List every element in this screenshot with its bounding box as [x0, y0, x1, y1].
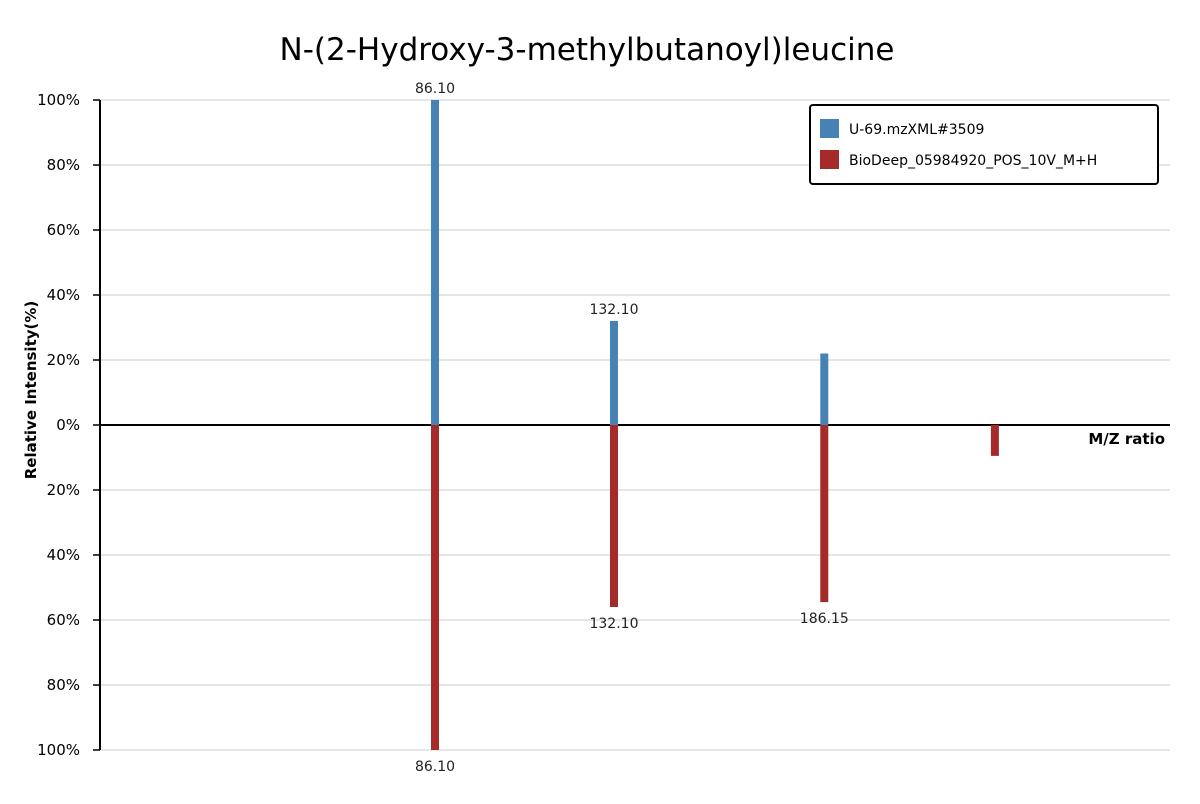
peak-bar-reference	[820, 425, 829, 603]
y-tick-label: 80%	[47, 676, 80, 694]
peak-bar-sample	[609, 321, 618, 425]
legend-swatch-sample	[820, 119, 839, 138]
y-tick-label: 0%	[56, 416, 80, 434]
y-tick-label: 80%	[47, 156, 80, 174]
peak-label-sample: 132.10	[589, 302, 638, 318]
peak-bar-reference	[990, 425, 999, 456]
peak-label-reference: 186.15	[800, 611, 849, 627]
legend: U-69.mzXML#3509 BioDeep_05984920_POS_10V…	[809, 104, 1159, 185]
peak-bars	[431, 100, 999, 750]
y-tick-label: 60%	[47, 221, 80, 239]
y-axis-ticks: 100% 80% 60% 40% 20% 0% 20% 40% 60% 80% 100%	[37, 91, 100, 759]
x-axis-label: M/Z ratio	[1088, 430, 1165, 448]
peak-label-reference: 86.10	[415, 759, 455, 775]
grid-lines	[100, 99, 1170, 751]
y-tick-label: 20%	[47, 351, 80, 369]
y-tick-label: 100%	[37, 741, 80, 759]
peak-bar-sample	[431, 100, 440, 425]
y-tick-label: 60%	[47, 611, 80, 629]
peak-bar-sample	[820, 353, 829, 425]
legend-label-sample: U-69.mzXML#3509	[849, 122, 984, 138]
y-tick-label: 40%	[47, 286, 80, 304]
y-tick-label: 40%	[47, 546, 80, 564]
y-axis-label: Relative Intensity(%)	[22, 301, 40, 480]
peak-label-sample: 86.10	[415, 81, 455, 97]
y-tick-label: 20%	[47, 481, 80, 499]
peak-label-reference: 132.10	[589, 616, 638, 632]
chart-title: N-(2-Hydroxy-3-methylbutanoyl)leucine	[280, 32, 895, 68]
legend-swatch-reference	[820, 150, 839, 169]
peak-bar-reference	[609, 425, 618, 607]
legend-box	[809, 104, 1159, 185]
legend-label-reference: BioDeep_05984920_POS_10V_M+H	[849, 153, 1097, 169]
peak-labels: 86.10 132.10 86.10 132.10 186.15	[415, 81, 849, 775]
y-tick-label: 100%	[37, 91, 80, 109]
peak-bar-reference	[431, 425, 440, 750]
